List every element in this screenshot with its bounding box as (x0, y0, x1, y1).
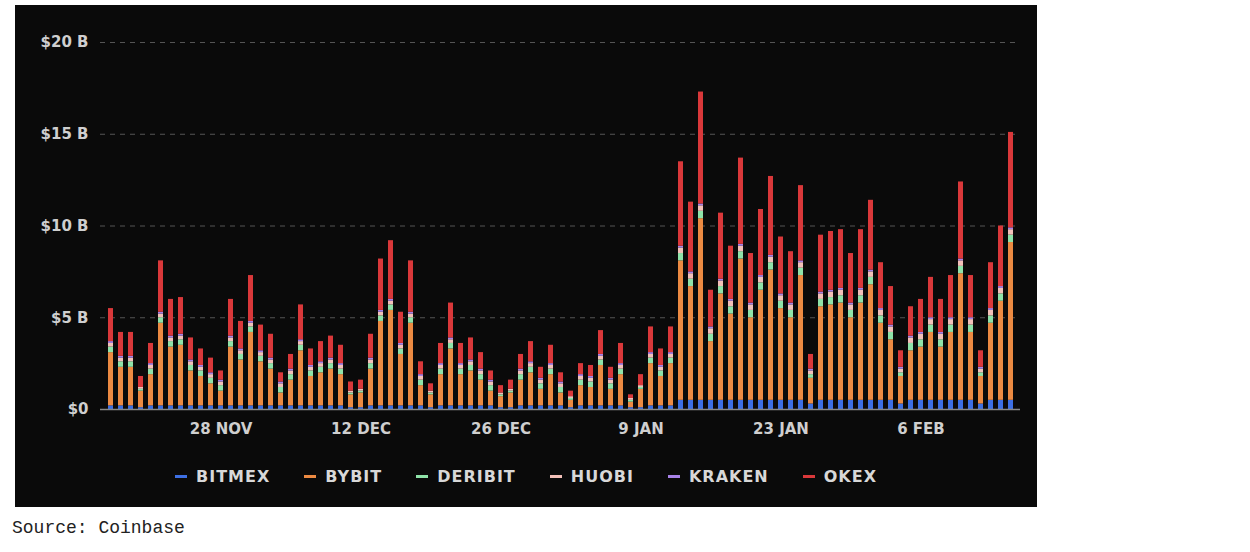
svg-text:$5 B: $5 B (51, 309, 89, 327)
svg-text:$0: $0 (68, 400, 89, 418)
html-text:OKEX: OKEX (823, 467, 877, 486)
html-text:BYBIT: BYBIT (325, 467, 383, 486)
svg-text:$15 B: $15 B (41, 125, 89, 143)
svg-text:12 DEC: 12 DEC (331, 420, 391, 438)
html-text:HUOBI: HUOBI (570, 467, 634, 486)
svg-text:6 FEB: 6 FEB (897, 420, 945, 438)
html-text:DERIBIT: DERIBIT (437, 467, 516, 486)
svg-text:28 NOV: 28 NOV (190, 420, 253, 438)
svg-text:26 DEC: 26 DEC (471, 420, 531, 438)
svg-text:23 JAN: 23 JAN (753, 420, 809, 438)
svg-text:$10 B: $10 B (41, 217, 89, 235)
svg-text:9 JAN: 9 JAN (618, 420, 663, 438)
html-text:Source: Coinbase: Source: Coinbase (12, 518, 185, 538)
html-text:BITMEX: BITMEX (196, 467, 271, 486)
html-text:KRAKEN: KRAKEN (688, 467, 769, 486)
svg-text:$20 B: $20 B (41, 33, 89, 51)
